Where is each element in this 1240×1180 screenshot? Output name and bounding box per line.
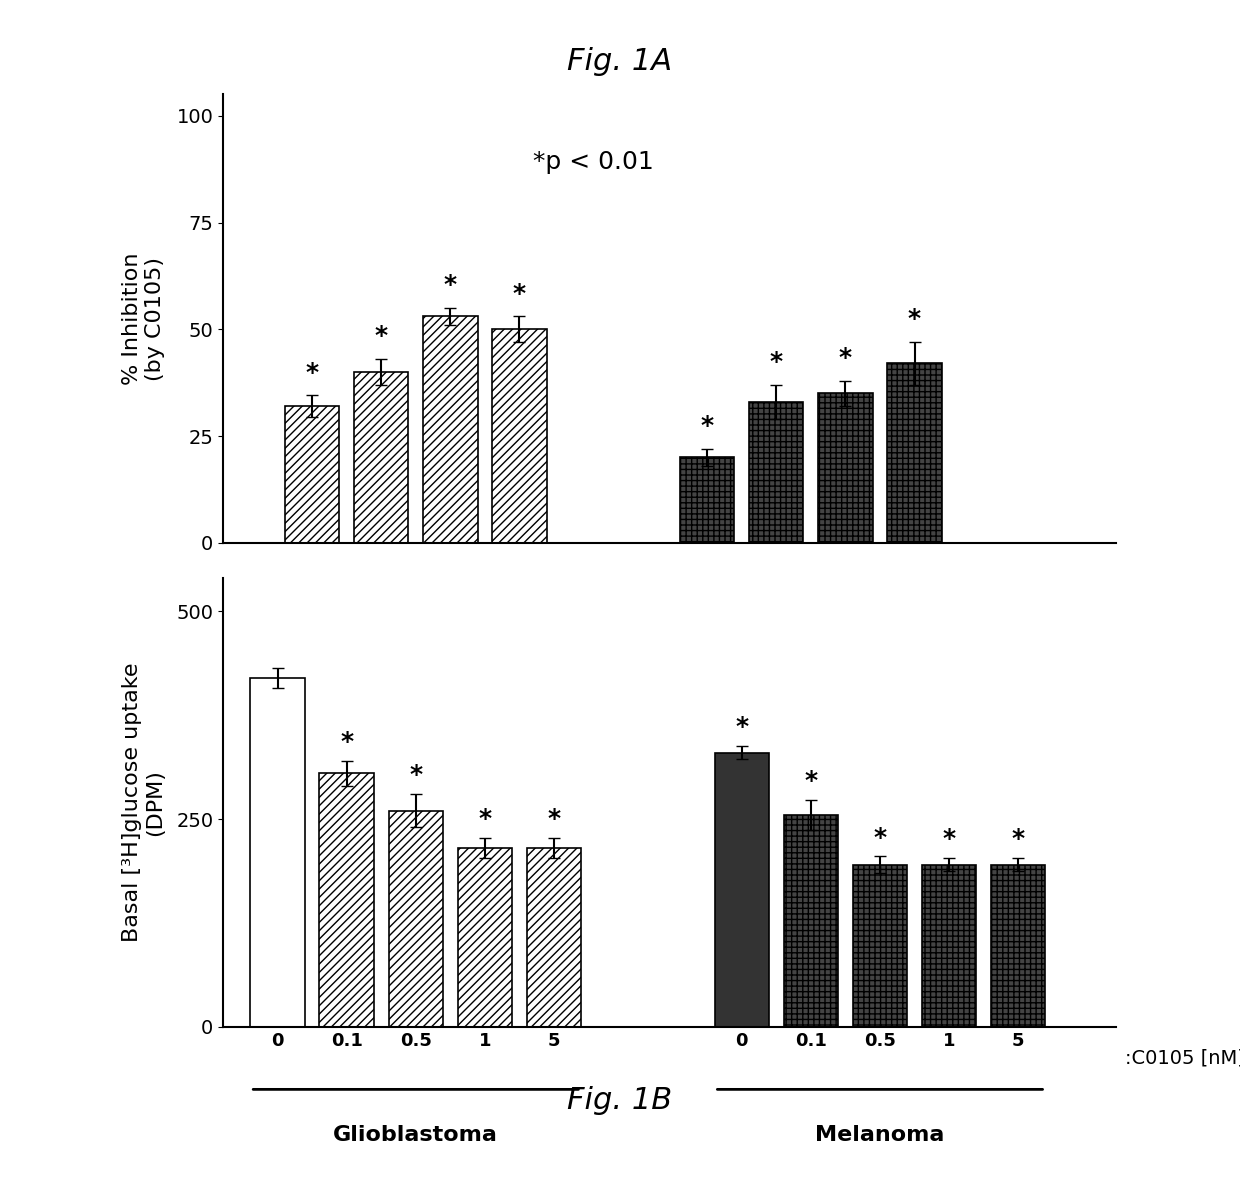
Bar: [818, 393, 873, 543]
Text: *: *: [513, 282, 526, 306]
Text: *: *: [701, 414, 714, 438]
Bar: [320, 773, 373, 1027]
Text: *: *: [942, 827, 956, 852]
Bar: [714, 753, 769, 1027]
Text: *: *: [479, 807, 491, 832]
Text: *: *: [444, 274, 456, 297]
Text: *: *: [735, 715, 748, 740]
Text: *p < 0.01: *p < 0.01: [533, 150, 653, 173]
Text: *: *: [770, 350, 782, 374]
Text: Fig. 1A: Fig. 1A: [568, 47, 672, 77]
Text: Fig. 1B: Fig. 1B: [568, 1086, 672, 1115]
Bar: [921, 865, 976, 1027]
Text: *: *: [838, 346, 852, 369]
Bar: [991, 865, 1045, 1027]
Text: *: *: [305, 361, 319, 385]
Bar: [492, 329, 547, 543]
Y-axis label: Basal [³H]glucose uptake
(DPM): Basal [³H]glucose uptake (DPM): [122, 663, 165, 942]
Text: :C0105 [nM]: :C0105 [nM]: [1125, 1049, 1240, 1068]
Bar: [680, 458, 734, 543]
Bar: [458, 848, 512, 1027]
Bar: [388, 811, 443, 1027]
Bar: [250, 677, 305, 1027]
Text: *: *: [908, 308, 921, 332]
Bar: [423, 316, 477, 543]
Text: *: *: [805, 769, 817, 793]
Text: Glioblastoma: Glioblastoma: [334, 1126, 498, 1146]
Text: *: *: [548, 807, 560, 832]
Text: *: *: [873, 826, 887, 850]
Bar: [749, 402, 804, 543]
Text: *: *: [409, 763, 423, 787]
Bar: [853, 865, 908, 1027]
Text: *: *: [1012, 827, 1024, 852]
Bar: [285, 406, 340, 543]
Y-axis label: % Inhibition
(by C0105): % Inhibition (by C0105): [123, 253, 165, 385]
Bar: [888, 363, 941, 543]
Text: *: *: [374, 324, 388, 348]
Text: *: *: [340, 730, 353, 754]
Text: Melanoma: Melanoma: [815, 1126, 945, 1146]
Bar: [784, 815, 838, 1027]
Bar: [527, 848, 582, 1027]
Bar: [355, 372, 408, 543]
